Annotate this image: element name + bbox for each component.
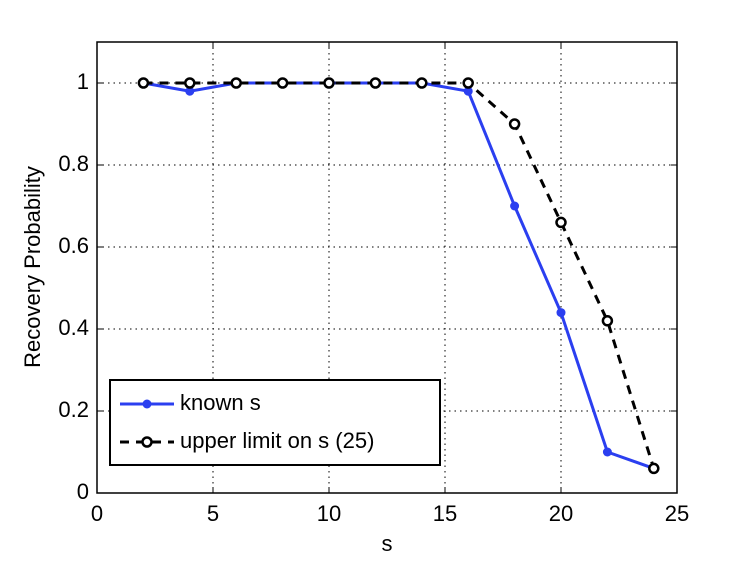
y-tick-label: 0.8 bbox=[58, 151, 89, 176]
legend-label: known s bbox=[180, 390, 261, 415]
x-tick-label: 15 bbox=[433, 501, 457, 526]
legend-marker bbox=[142, 399, 152, 409]
marker bbox=[369, 77, 382, 89]
marker bbox=[184, 77, 196, 89]
x-tick-label: 0 bbox=[91, 501, 103, 526]
legend-marker bbox=[141, 436, 153, 448]
x-tick-label: 20 bbox=[549, 501, 573, 526]
marker bbox=[510, 201, 520, 211]
marker bbox=[601, 315, 614, 327]
marker bbox=[230, 77, 242, 89]
marker bbox=[323, 77, 335, 89]
legend: known s upper limit on s (25) bbox=[109, 379, 441, 466]
marker bbox=[556, 308, 566, 318]
x-tick-label: 10 bbox=[317, 501, 341, 526]
plot-frame bbox=[96, 41, 678, 494]
marker bbox=[137, 77, 150, 89]
legend-box bbox=[109, 379, 441, 466]
marker bbox=[185, 86, 195, 96]
y-axis-label: Recovery Probability bbox=[20, 166, 45, 368]
marker bbox=[276, 77, 289, 89]
marker bbox=[463, 86, 473, 96]
x-tick-label: 25 bbox=[665, 501, 689, 526]
legend-label: upper limit on s (25) bbox=[180, 428, 374, 453]
y-tick-label: 0.4 bbox=[58, 315, 89, 340]
x-axis-label: s bbox=[382, 531, 393, 556]
y-tick-label: 1 bbox=[77, 69, 89, 94]
x-tick-label: 5 bbox=[207, 501, 219, 526]
series-line bbox=[143, 81, 656, 469]
marker bbox=[648, 462, 660, 475]
marker bbox=[602, 447, 612, 457]
marker bbox=[555, 216, 567, 229]
y-tick-label: 0 bbox=[77, 479, 89, 504]
marker bbox=[462, 77, 474, 89]
marker bbox=[508, 118, 521, 130]
marker bbox=[416, 77, 428, 89]
y-tick-label: 0.6 bbox=[58, 233, 89, 258]
y-tick-label: 0.2 bbox=[58, 397, 89, 422]
